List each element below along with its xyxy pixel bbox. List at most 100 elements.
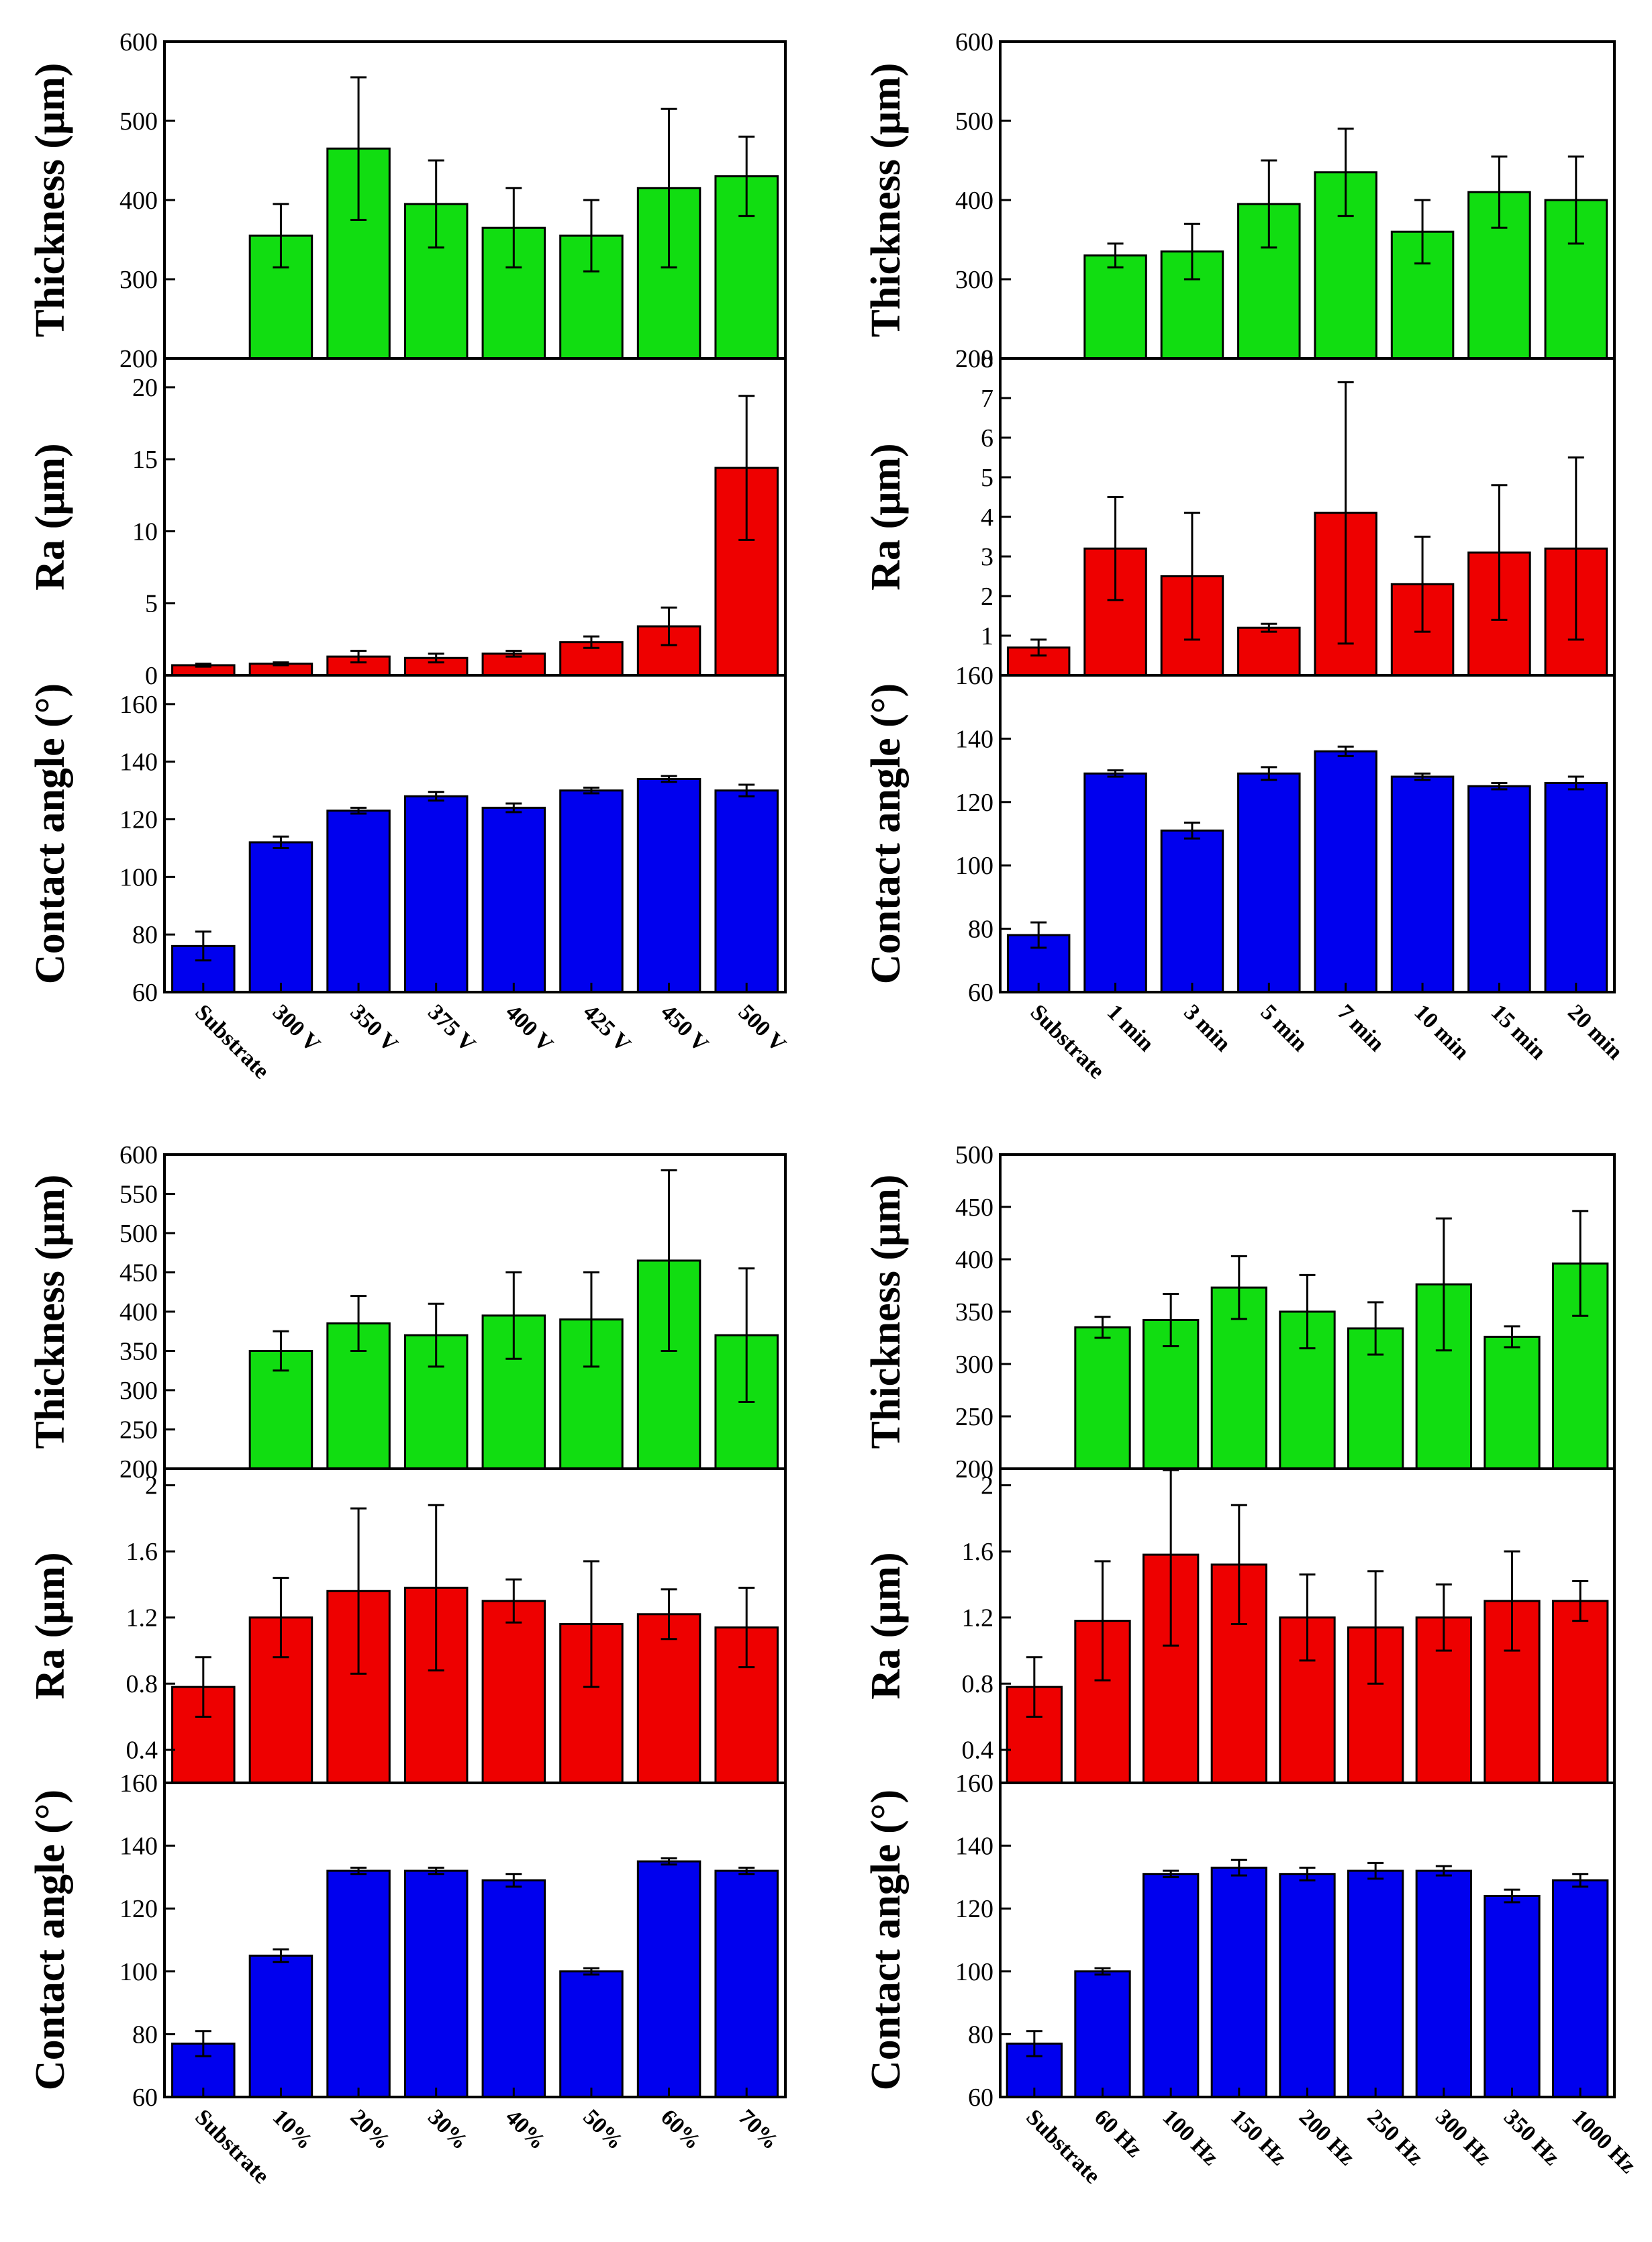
- y-tick-label: 100: [119, 1958, 158, 1986]
- x-tick-label: Substrate: [1026, 1000, 1110, 1083]
- y-tick-label: 500: [955, 1141, 993, 1169]
- y-tick-label: 60: [132, 2084, 158, 2112]
- error-bar: [1491, 155, 1508, 229]
- x-tick-label: 40%: [501, 2104, 550, 2154]
- error-bar: [195, 1656, 211, 1718]
- y-tick-label: 160: [119, 1769, 158, 1798]
- y-tick-label: 10: [132, 518, 158, 546]
- error-bar: [738, 1267, 755, 1404]
- y-tick-label: 140: [955, 725, 993, 753]
- error-bar: [350, 1866, 367, 1875]
- error-bar: [1414, 536, 1431, 633]
- bar: [1390, 775, 1455, 993]
- bar: [636, 1860, 701, 2098]
- x-tick-label: 1000 Hz: [1567, 2104, 1641, 2178]
- y-tick-label: 200: [955, 1455, 993, 1483]
- error-bar: [428, 791, 444, 802]
- error-bar: [273, 661, 289, 667]
- bar: [559, 1970, 624, 2098]
- y-tick-label: 160: [955, 662, 993, 690]
- bar: [1237, 626, 1301, 677]
- x-tick-label: 500 V: [734, 1000, 791, 1057]
- y-axis-label: Ra (μm): [28, 1552, 73, 1699]
- error-bar: [1030, 638, 1047, 656]
- error-bar: [1261, 622, 1277, 633]
- error-bar: [661, 1588, 677, 1641]
- y-tick-label: 120: [955, 789, 993, 817]
- y-tick-label: 500: [955, 107, 993, 136]
- x-tick-label: 150 Hz: [1226, 2104, 1292, 2170]
- y-tick-label: 1.6: [126, 1538, 158, 1566]
- x-tick-label: 100 Hz: [1158, 2104, 1224, 2170]
- bar: [1143, 1553, 1200, 1784]
- y-tick-label: 400: [119, 187, 158, 215]
- bar: [248, 1954, 313, 2098]
- bar: [1006, 646, 1071, 677]
- y-tick-label: 600: [955, 28, 993, 56]
- y-tick-label: 300: [955, 1351, 993, 1379]
- y-tick-label: 15: [132, 446, 158, 474]
- error-bar: [350, 1295, 367, 1352]
- y-axis-label: Ra (μm): [863, 1552, 909, 1699]
- bar: [403, 795, 469, 993]
- y-tick-label: 100: [955, 852, 993, 880]
- error-bar: [1435, 1583, 1452, 1652]
- chart-1: 200 300 400 500 600 Thickness (μm) 0 5 10 15 20 Ra …: [28, 28, 791, 1084]
- error-bar: [1337, 128, 1354, 217]
- x-tick-label: Substrate: [190, 2104, 274, 2188]
- error-bar: [505, 1578, 522, 1624]
- chart-2: 200 300 400 500 600 Thickness (μm) 1 2 3 4 5 6 7 8 Ra …: [863, 28, 1628, 1084]
- bar: [481, 1879, 546, 2098]
- y-tick-label: 160: [119, 691, 158, 719]
- error-bar: [273, 835, 289, 849]
- y-tick-label: 0.4: [962, 1737, 994, 1765]
- error-bar: [738, 136, 755, 217]
- y-tick-label: 8: [981, 345, 993, 373]
- bar: [1467, 785, 1531, 993]
- panel-2: 0 5 10 15 20 Ra (μm): [28, 357, 787, 690]
- y-tick-label: 400: [119, 1298, 158, 1326]
- error-bar: [195, 930, 211, 962]
- bar: [1314, 750, 1377, 993]
- error-bar: [1299, 1573, 1316, 1662]
- error-bar: [1572, 1579, 1589, 1622]
- error-bar: [1107, 242, 1124, 269]
- x-tick-label: 200 Hz: [1294, 2104, 1360, 2170]
- bar: [481, 806, 546, 993]
- x-tick-label: 10%: [268, 2104, 318, 2154]
- panel-2: 0.4 0.8 1.2 1.6 2 Ra (μm): [863, 1467, 1616, 1784]
- error-bar: [1567, 775, 1584, 791]
- x-tick-label: 60 Hz: [1089, 2104, 1147, 2162]
- panel-frame: [163, 1782, 787, 2098]
- error-bar: [738, 783, 755, 797]
- error-bar: [661, 107, 677, 269]
- error-bar: [1094, 1560, 1111, 1682]
- error-bar: [1026, 2030, 1042, 2057]
- y-tick-label: 120: [119, 806, 158, 834]
- error-bar: [1030, 921, 1047, 949]
- error-bar: [195, 663, 211, 668]
- x-tick-label: 425 V: [578, 1000, 635, 1057]
- y-axis-label: Ra (μm): [863, 443, 909, 590]
- y-tick-label: 160: [955, 1769, 993, 1798]
- bar: [1484, 1894, 1541, 2098]
- y-tick-label: 450: [119, 1259, 158, 1287]
- error-bar: [1414, 199, 1431, 264]
- panel-2: 0.4 0.8 1.2 1.6 2 Ra (μm): [28, 1467, 787, 1784]
- panel-1: 200 250 300 350 400 450 500 550 600 Thickness (μm…: [28, 1141, 787, 1483]
- bar: [326, 810, 391, 993]
- error-bar: [1435, 1217, 1452, 1352]
- panel-1: 200 250 300 350 400 450 500 Thickness (μm): [863, 1141, 1616, 1483]
- error-bar: [583, 1560, 599, 1688]
- y-tick-label: 1.6: [962, 1538, 994, 1566]
- panel-frame: [999, 674, 1616, 993]
- x-tick-label: 20%: [345, 2104, 395, 2154]
- x-tick-label: 10 min: [1409, 1000, 1473, 1064]
- x-tick-label: Substrate: [1021, 2104, 1105, 2188]
- error-bar: [1572, 1210, 1589, 1317]
- error-bar: [350, 76, 367, 221]
- y-tick-label: 120: [955, 1895, 993, 1923]
- error-bar: [195, 2030, 211, 2057]
